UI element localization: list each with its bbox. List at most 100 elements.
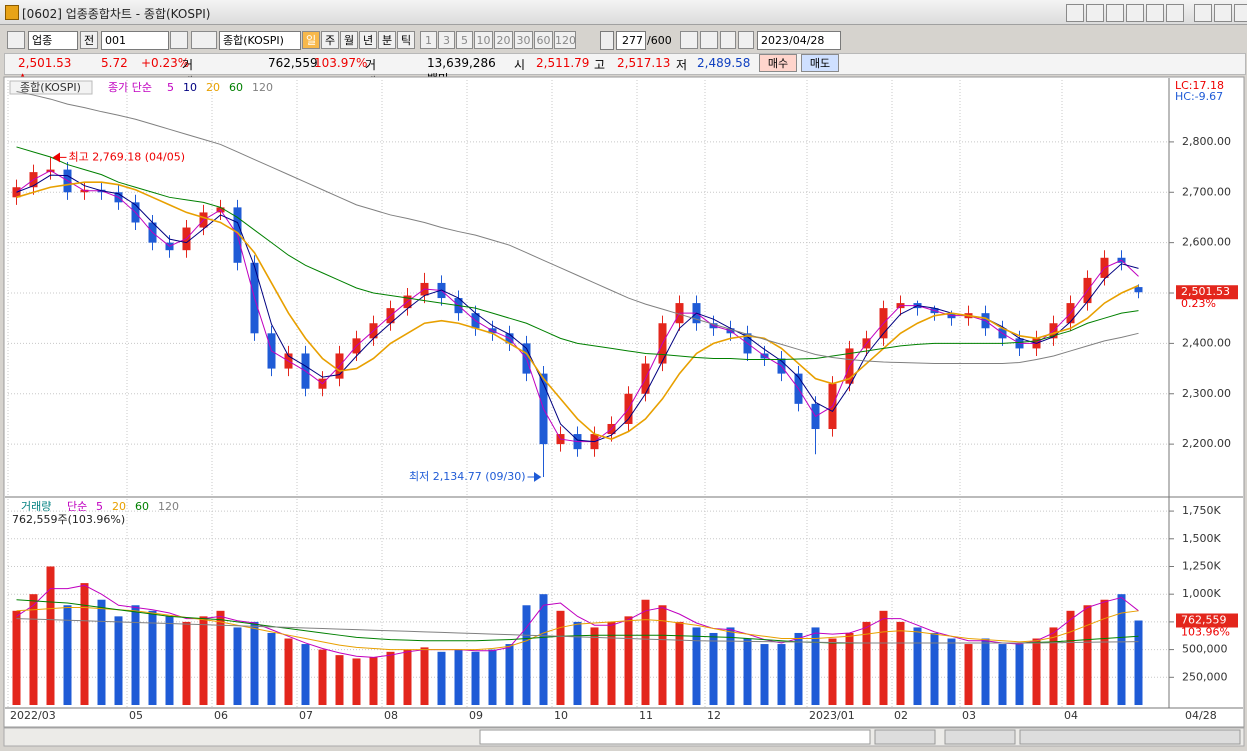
volume-bar: [233, 627, 242, 705]
hc-label: HC:-9.67: [1175, 90, 1223, 103]
volume-bar: [46, 566, 55, 705]
search-button[interactable]: [170, 31, 188, 49]
volume-bar: [216, 610, 225, 705]
volume-bar: [386, 651, 395, 705]
x-end-label: 04/28: [1185, 709, 1217, 722]
code-input[interactable]: 001: [101, 31, 169, 50]
volume-bar: [267, 632, 276, 705]
volume-bar: [1032, 638, 1041, 705]
volume-bar: [471, 651, 480, 705]
period-button[interactable]: 월: [340, 31, 358, 49]
tool-icon[interactable]: [700, 31, 718, 49]
volume-bar: [743, 638, 752, 705]
x-tick-label: 09: [469, 709, 483, 722]
interval-button[interactable]: 1: [420, 31, 437, 49]
period-button[interactable]: 주: [321, 31, 339, 49]
tool-icon[interactable]: [1086, 4, 1104, 22]
maximize-button[interactable]: [1214, 4, 1232, 22]
volume-bar: [896, 621, 905, 705]
label: 시: [514, 58, 526, 72]
zoom-tools[interactable]: [1019, 729, 1241, 745]
interval-button[interactable]: 120: [554, 31, 576, 49]
legend-entry: 10: [183, 81, 197, 94]
app-icon: [5, 5, 19, 20]
volume-bar: [1134, 620, 1143, 705]
tool-icon[interactable]: [1126, 4, 1144, 22]
tool-icon[interactable]: [1146, 4, 1164, 22]
volume-bar: [165, 616, 174, 705]
volume-bar: [675, 621, 684, 705]
tool-icon[interactable]: [680, 31, 698, 49]
volume-bar: [981, 638, 990, 705]
y-tick-label: 2,800.00: [1182, 135, 1231, 148]
interval-button[interactable]: 5: [456, 31, 473, 49]
ma-line: [16, 606, 1139, 651]
volume-bar: [63, 605, 72, 705]
tool-icon[interactable]: [1066, 4, 1084, 22]
tool-icon[interactable]: [1106, 4, 1124, 22]
open: 2,511.79: [536, 56, 590, 70]
volume-bar: [709, 632, 718, 705]
interval-button[interactable]: 10: [474, 31, 493, 49]
high: 2,517.13: [617, 56, 671, 70]
volume-bar: [29, 594, 38, 705]
volume-bar: [1066, 610, 1075, 705]
pin-icon[interactable]: [7, 31, 25, 49]
count-input[interactable]: 277: [616, 31, 646, 50]
x-tick-label: 2023/01: [809, 709, 855, 722]
volume-bar: [369, 657, 378, 705]
dropdown[interactable]: [600, 31, 614, 50]
interval-button[interactable]: 20: [494, 31, 513, 49]
volume-bar: [930, 632, 939, 705]
close-button[interactable]: [1234, 4, 1247, 22]
tool-icon[interactable]: [1166, 4, 1184, 22]
volume-bar: [403, 649, 412, 705]
volume-bar: [845, 632, 854, 705]
save-icon[interactable]: [720, 31, 736, 49]
x-tick-label: 11: [639, 709, 653, 722]
period-button[interactable]: 틱: [397, 31, 415, 49]
legend-box: [9, 80, 93, 95]
period-button[interactable]: 분: [378, 31, 396, 49]
ma-line: [16, 170, 1139, 443]
volume-rate: 103.97%: [314, 56, 368, 70]
period-button[interactable]: 년: [359, 31, 377, 49]
volume-bar: [12, 610, 21, 705]
lc-label: LC:17.18: [1175, 79, 1224, 92]
all-button[interactable]: 전: [80, 31, 98, 49]
title-bar: [0602] 업종종합차트 - 종합(KOSPI): [0, 0, 1247, 25]
current-price-box: [1176, 285, 1238, 300]
ma-line: [16, 618, 1139, 644]
current-volume-rate: 103.96%: [1181, 626, 1230, 639]
period-button[interactable]: 일: [302, 31, 320, 49]
settings-icon[interactable]: [738, 31, 754, 49]
legend-title: 종가 단순: [108, 81, 152, 94]
scroll-thumb[interactable]: [479, 729, 871, 745]
nav-buttons[interactable]: [874, 729, 936, 745]
volume-bar: [131, 605, 140, 705]
volume-bar: [301, 644, 310, 705]
interval-button[interactable]: 30: [514, 31, 533, 49]
volume-bar: [998, 644, 1007, 705]
market-select[interactable]: 업종: [28, 31, 78, 50]
y-tick-label: 2,400.00: [1182, 336, 1231, 349]
zoom-slider[interactable]: [944, 729, 1016, 745]
volume-bar: [964, 644, 973, 705]
buy-button[interactable]: 매수: [759, 54, 797, 72]
x-tick-label: 04: [1064, 709, 1078, 722]
min-annotation: 최저 2,134.77 (09/30): [409, 470, 526, 483]
volume-bar: [182, 621, 191, 705]
sound-button[interactable]: [191, 31, 217, 49]
interval-button[interactable]: 60: [534, 31, 553, 49]
volume-bar: [862, 621, 871, 705]
label: 저: [676, 58, 688, 72]
chart-title: 종합(KOSPI): [20, 81, 81, 94]
label: 고: [594, 58, 606, 72]
sell-button[interactable]: 매도: [801, 54, 839, 72]
date-input[interactable]: 2023/04/28: [757, 31, 841, 50]
annotation-arrow: [52, 152, 67, 163]
minimize-button[interactable]: [1194, 4, 1212, 22]
max-annotation: 최고 2,769.18 (04/05): [69, 150, 186, 163]
interval-button[interactable]: 3: [438, 31, 455, 49]
